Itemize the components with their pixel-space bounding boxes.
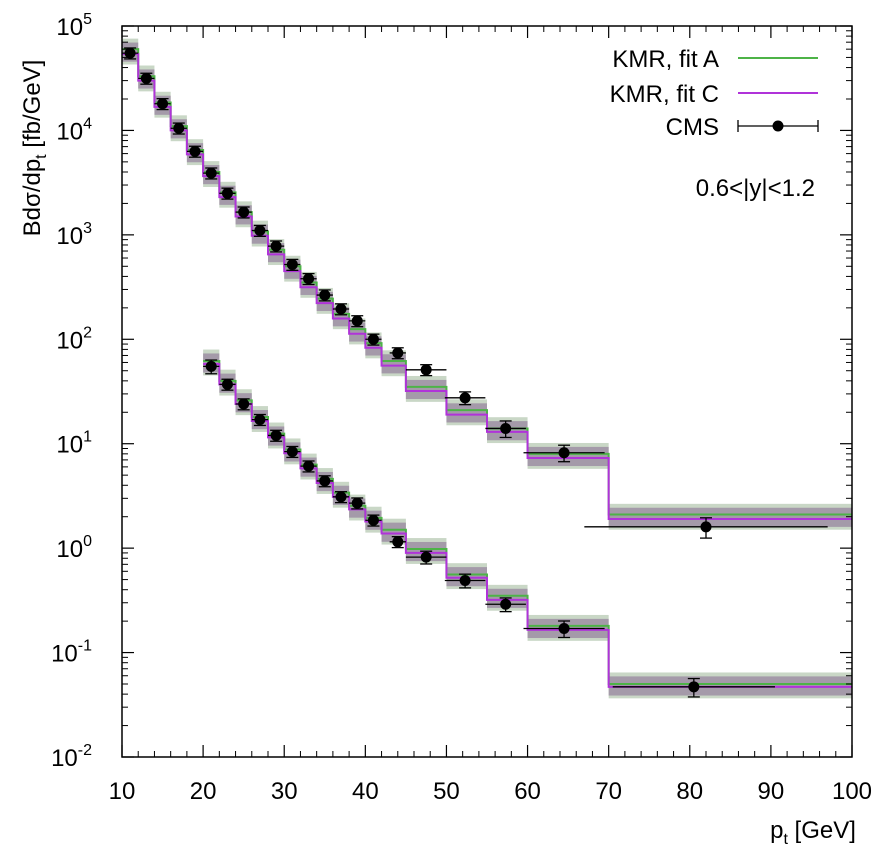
data-point <box>286 446 298 458</box>
rapidity-annotation: 0.6<|y|<1.2 <box>696 175 815 202</box>
data-point <box>270 240 282 252</box>
data-point <box>335 303 347 315</box>
data-point <box>319 475 331 487</box>
y-tick-label: 103 <box>56 220 92 250</box>
data-point <box>238 398 250 410</box>
data-point <box>367 333 379 345</box>
y-tick-label: 100 <box>56 533 92 563</box>
x-tick-label: 50 <box>433 778 460 805</box>
x-tick-label: 60 <box>514 778 541 805</box>
band-inner <box>381 354 406 374</box>
prediction-histograms <box>122 48 852 688</box>
y-tick-label: 105 <box>56 11 92 41</box>
y-tick-label: 104 <box>56 115 92 145</box>
legend-swatch-point <box>772 120 784 132</box>
data-point <box>124 47 136 59</box>
data-point <box>286 259 298 271</box>
plot-frame <box>121 25 853 758</box>
data-point <box>254 414 266 426</box>
x-tick-label: 30 <box>271 778 298 805</box>
x-tick-label: 20 <box>190 778 217 805</box>
data-point <box>140 72 152 84</box>
data-point <box>270 429 282 441</box>
data-point <box>459 392 471 404</box>
data-point <box>254 225 266 237</box>
data-point <box>303 460 315 472</box>
data-point <box>351 497 363 509</box>
y-tick-label: 10-2 <box>51 742 92 772</box>
data-point <box>558 623 570 635</box>
x-tick-label: 80 <box>676 778 703 805</box>
series-line <box>122 48 852 516</box>
x-axis-label: pt [GeV] <box>770 817 856 848</box>
data-point <box>392 347 404 359</box>
data-point <box>205 360 217 372</box>
data-point <box>392 536 404 548</box>
y-axis-label: Bdσ/dpt [fb/GeV] <box>19 60 50 237</box>
x-tick-label: 100 <box>832 778 872 805</box>
band-inner <box>446 403 487 423</box>
data-point <box>238 206 250 218</box>
band-inner <box>608 507 852 527</box>
data-point <box>500 598 512 610</box>
data-point <box>351 315 363 327</box>
data-point <box>367 514 379 526</box>
data-point <box>221 378 233 390</box>
x-tick-label: 40 <box>352 778 379 805</box>
data-point <box>319 289 331 301</box>
y-tick-label: 10-1 <box>51 638 92 668</box>
data-point <box>420 551 432 563</box>
x-tick-label: 10 <box>109 778 136 805</box>
data-point <box>173 122 185 134</box>
data-point <box>459 574 471 586</box>
uncertainty-bands <box>122 38 852 699</box>
data-point <box>157 98 169 110</box>
data-point <box>688 681 700 693</box>
data-point <box>205 167 217 179</box>
y-tick-label: 101 <box>56 429 92 459</box>
y-tick-label: 102 <box>56 324 92 354</box>
data-point <box>335 491 347 503</box>
data-point <box>420 364 432 376</box>
band-inner <box>405 379 447 400</box>
x-tick-label: 90 <box>758 778 785 805</box>
legend-label: KMR, fit A <box>612 46 719 73</box>
legend: KMR, fit A KMR, fit C CMS <box>610 46 819 141</box>
x-tick-label: 70 <box>595 778 622 805</box>
data-point <box>558 447 570 459</box>
legend-label: KMR, fit C <box>610 81 719 108</box>
legend-label: CMS <box>666 114 719 141</box>
band-inner <box>527 446 609 467</box>
data-point <box>700 521 712 533</box>
data-point <box>189 145 201 157</box>
data-point <box>303 273 315 285</box>
series-line <box>122 52 852 521</box>
data-point <box>500 422 512 434</box>
axes: 10 20 30 40 50 60 70 80 90 100 10-2 10-1 100 101 102 10… <box>19 11 872 848</box>
data-point <box>221 187 233 199</box>
cms-data-points <box>122 47 828 698</box>
